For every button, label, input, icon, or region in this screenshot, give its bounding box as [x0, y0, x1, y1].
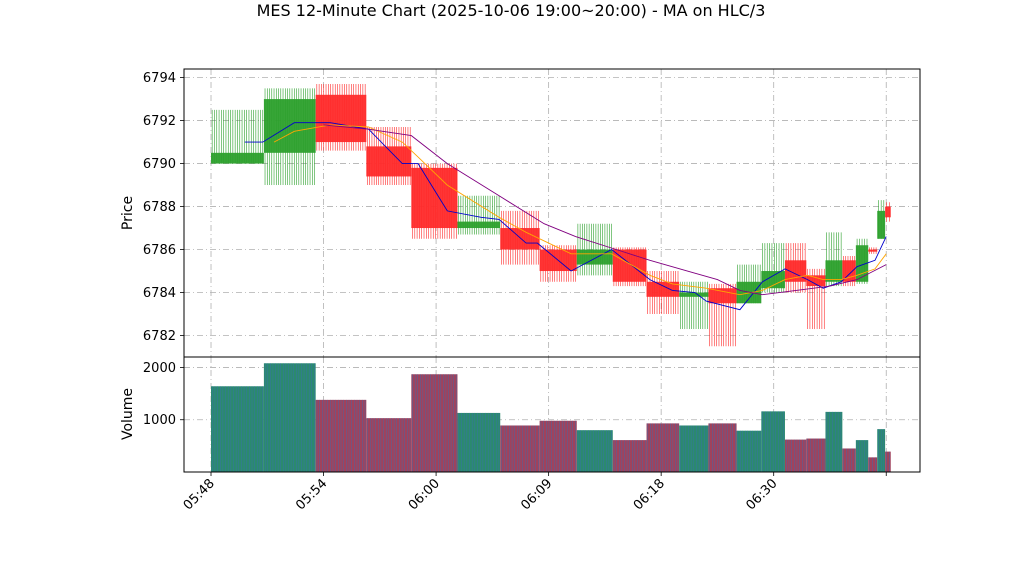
candle-12	[708, 283, 737, 347]
volume-bar-18	[842, 448, 856, 472]
ma-line-2	[323, 124, 887, 296]
price-tick-label: 6794	[143, 71, 176, 86]
candle-body	[708, 288, 737, 304]
price-tick-label: 6782	[143, 329, 176, 344]
x-tick-label: 06:18	[631, 476, 668, 513]
volume-bar-10	[646, 423, 680, 472]
price-axis-label: Price	[120, 196, 136, 230]
candle-body	[868, 249, 878, 252]
candle-13	[736, 264, 762, 304]
candle-21	[877, 200, 886, 239]
chart-title: MES 12-Minute Chart (2025-10-06 19:00~20…	[257, 1, 766, 20]
candle-body	[761, 271, 785, 289]
candle-4	[411, 163, 458, 239]
candle-17	[825, 232, 843, 287]
candle-22	[885, 202, 891, 222]
volume-bar-fill	[457, 412, 501, 472]
candle-body	[806, 275, 826, 287]
volume-bar-fill	[539, 420, 577, 472]
x-axis-ticks: 05:48 05:54 06:00 06:09 06:18 06:30	[181, 472, 887, 513]
candle-body	[457, 221, 501, 229]
volume-bar-fill	[576, 430, 613, 472]
candle-body	[885, 206, 891, 218]
volume-bar-fill	[736, 430, 762, 472]
volume-bar-fill	[784, 439, 807, 472]
x-tick-label: 05:54	[293, 476, 330, 513]
volume-bar-fill	[263, 363, 316, 472]
volume-bar-14	[761, 411, 785, 472]
price-tick-label: 6788	[143, 200, 176, 215]
candle-body	[500, 228, 540, 250]
volume-bar-21	[877, 429, 886, 472]
candle-10	[646, 271, 680, 315]
candle-7	[539, 245, 577, 282]
candle-8	[576, 223, 613, 276]
price-tick-label: 6790	[143, 157, 176, 172]
candle-9	[612, 247, 647, 287]
x-tick-label: 06:09	[518, 476, 555, 513]
volume-bar-3	[366, 418, 412, 472]
volume-bar-16	[806, 438, 826, 472]
x-tick-label: 05:48	[181, 476, 218, 513]
candle-6	[500, 210, 540, 265]
volume-bar-19	[855, 440, 869, 472]
price-tick-label: 6786	[143, 243, 176, 258]
candle-body	[366, 146, 412, 177]
volume-bar-4	[411, 374, 458, 472]
candle-14	[761, 243, 785, 293]
volume-panel-frame	[183, 356, 921, 473]
candle-5	[457, 195, 501, 235]
volume-bar-8	[576, 430, 613, 472]
volume-tick-label: 2000	[143, 361, 176, 376]
volume-bar-20	[868, 457, 878, 472]
candle-body	[877, 210, 886, 239]
volume-bar-1	[263, 363, 316, 472]
x-tick-label: 06:30	[743, 476, 780, 513]
volume-bar-11	[679, 425, 709, 472]
volume-bar-15	[784, 439, 807, 472]
candle-0	[211, 109, 264, 164]
volume-bar-12	[708, 423, 737, 472]
candle-20	[868, 247, 878, 254]
x-tick-label: 06:00	[406, 476, 443, 513]
volume-tick-label: 1000	[143, 413, 176, 428]
volume-axis-label: Volume	[120, 388, 136, 440]
ma-line-1	[273, 124, 887, 296]
volume-bar-fill	[211, 386, 264, 472]
candle-15	[784, 243, 807, 293]
candle-2	[315, 84, 367, 151]
candle-body	[411, 167, 458, 229]
candle-11	[679, 281, 709, 330]
volume-bar-7	[539, 420, 577, 472]
volume-bar-9	[612, 440, 647, 472]
volume-bar-fill	[825, 411, 843, 472]
volume-bar-0	[211, 386, 264, 472]
price-axis-ticks: 6782 6784 6786 6788 6790 6792 6794	[143, 71, 184, 344]
candle-3	[366, 127, 412, 186]
volume-bar-13	[736, 430, 762, 472]
volume-bar-17	[825, 411, 843, 472]
volume-bar-6	[500, 425, 540, 472]
volume-bars-group	[211, 363, 891, 472]
volume-bar-22	[885, 451, 891, 472]
candle-body	[315, 94, 367, 143]
candles-group	[211, 84, 891, 347]
volume-bar-fill	[885, 451, 891, 472]
price-tick-label: 6784	[143, 286, 176, 301]
volume-axis-ticks: 1000 2000	[143, 361, 184, 428]
ma-line-0	[244, 122, 887, 311]
volume-bar-2	[315, 399, 367, 472]
candle-body	[679, 292, 709, 297]
volume-bar-fill	[411, 374, 458, 472]
candle-body	[211, 152, 264, 164]
volume-bar-5	[457, 412, 501, 472]
candle-body	[646, 281, 680, 297]
moving-averages-group	[244, 122, 887, 311]
price-tick-label: 6792	[143, 114, 176, 129]
candle-body	[825, 260, 843, 282]
